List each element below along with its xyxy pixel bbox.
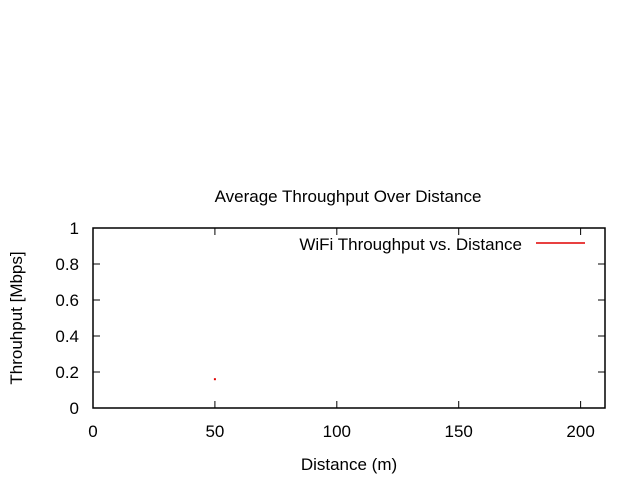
legend: WiFi Throughput vs. Distance <box>299 235 585 254</box>
y-axis-label: Throuhput [Mbps] <box>7 251 26 384</box>
plot-frame <box>92 227 606 409</box>
axis-ticks <box>92 227 605 409</box>
data-point <box>213 378 216 381</box>
x-tick-label: 200 <box>566 422 594 441</box>
x-tick-label: 100 <box>323 422 351 441</box>
legend-entry-label: WiFi Throughput vs. Distance <box>299 235 522 254</box>
y-tick-label: 0.2 <box>55 363 79 382</box>
x-axis-label: Distance (m) <box>301 455 397 474</box>
y-tick-label: 0 <box>70 399 79 418</box>
tick-labels: 0 50 100 150 200 0 0.2 0.4 0.6 0.8 1 <box>55 219 594 441</box>
series-marks <box>213 378 216 381</box>
y-tick-label: 0.6 <box>55 291 79 310</box>
chart-title: Average Throughput Over Distance <box>215 187 482 206</box>
y-tick-label: 0.8 <box>55 255 79 274</box>
x-tick-label: 50 <box>205 422 224 441</box>
x-tick-label: 150 <box>445 422 473 441</box>
y-tick-label: 1 <box>70 219 79 238</box>
y-tick-label: 0.4 <box>55 327 79 346</box>
x-tick-label: 0 <box>88 422 97 441</box>
